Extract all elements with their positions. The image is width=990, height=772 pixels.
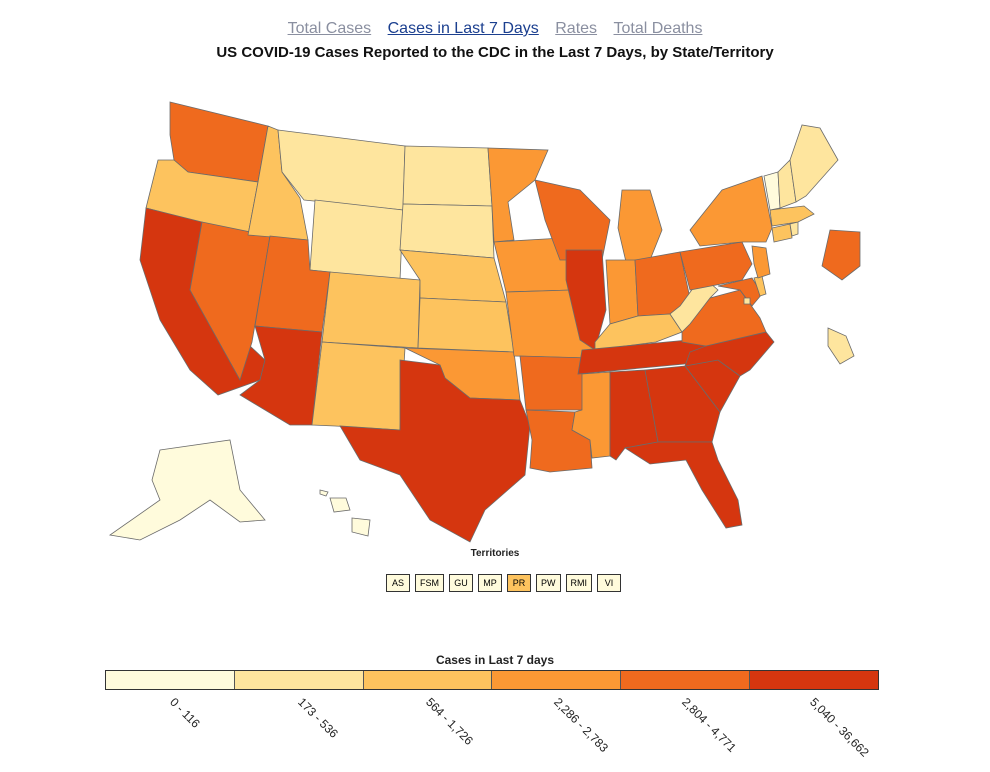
territory-PW[interactable]: PW (536, 574, 561, 592)
legend-swatch-1[interactable] (106, 671, 235, 689)
legend-swatch-3[interactable] (363, 671, 493, 689)
state-VI-map[interactable] (827, 327, 855, 365)
territory-RMI[interactable]: RMI (565, 574, 592, 592)
state-KS[interactable] (417, 297, 515, 353)
legend-label-3: 564 - 1,726 (423, 695, 476, 748)
state-DC[interactable] (743, 297, 751, 305)
tab-total-deaths[interactable]: Total Deaths (613, 20, 703, 37)
view-tabs: Total Cases Cases in Last 7 Days Rates T… (0, 20, 990, 38)
state-IN[interactable] (605, 259, 639, 325)
legend-title: Cases in Last 7 days (435, 653, 555, 667)
state-SD[interactable] (399, 203, 495, 259)
state-ME[interactable] (789, 124, 839, 203)
state-CT[interactable] (771, 223, 793, 243)
legend-swatch-2[interactable] (234, 671, 364, 689)
state-AZ[interactable] (239, 325, 323, 426)
legend-swatch-5[interactable] (621, 671, 751, 689)
territory-MP[interactable]: MP (478, 574, 502, 592)
state-TX[interactable] (339, 359, 531, 543)
page-title: US COVID-19 Cases Reported to the CDC in… (216, 44, 774, 61)
legend-label-2: 173 - 536 (295, 695, 341, 741)
us-state-map (108, 101, 861, 543)
state-FL[interactable] (623, 441, 743, 529)
state-PA[interactable] (679, 241, 753, 291)
territory-VI[interactable]: VI (597, 574, 621, 592)
state-HI[interactable] (319, 489, 371, 537)
legend-label-1: 0 - 116 (167, 695, 203, 731)
tab-rates[interactable]: Rates (555, 20, 598, 37)
state-NM[interactable] (311, 341, 406, 431)
state-NY[interactable] (689, 175, 773, 247)
state-NC[interactable] (684, 331, 775, 377)
state-ND[interactable] (402, 145, 493, 207)
legend-color-bar (105, 670, 879, 690)
state-MA[interactable] (769, 205, 815, 227)
state-MN[interactable] (487, 147, 549, 243)
state-WY[interactable] (309, 199, 404, 281)
legend-labels: 0 - 116 173 - 536 564 - 1,726 2,286 - 2,… (105, 695, 877, 765)
territories-label: Territories (470, 548, 520, 559)
state-AK[interactable] (108, 439, 266, 541)
legend-label-4: 2,286 - 2,783 (551, 695, 612, 755)
state-MI[interactable] (617, 189, 663, 263)
state-MD[interactable] (717, 277, 763, 307)
legend-swatch-4[interactable] (492, 671, 622, 689)
legend-swatch-6[interactable] (750, 671, 878, 689)
territory-FSM[interactable]: FSM (415, 574, 444, 592)
territory-GU[interactable]: GU (449, 574, 473, 592)
legend-label-5: 2,804 - 4,771 (679, 695, 740, 755)
legend-label-6: 5,040 - 36,662 (807, 695, 872, 760)
tab-total-cases[interactable]: Total Cases (287, 20, 372, 37)
state-CO[interactable] (321, 271, 421, 349)
state-PR-map[interactable] (821, 229, 861, 281)
state-NJ[interactable] (751, 245, 771, 279)
territory-PR[interactable]: PR (507, 574, 531, 592)
tab-cases-last-7-days[interactable]: Cases in Last 7 Days (387, 20, 539, 37)
state-GA[interactable] (644, 365, 721, 443)
territory-selector: AS FSM GU MP PR PW RMI VI (386, 574, 621, 592)
territory-AS[interactable]: AS (386, 574, 410, 592)
